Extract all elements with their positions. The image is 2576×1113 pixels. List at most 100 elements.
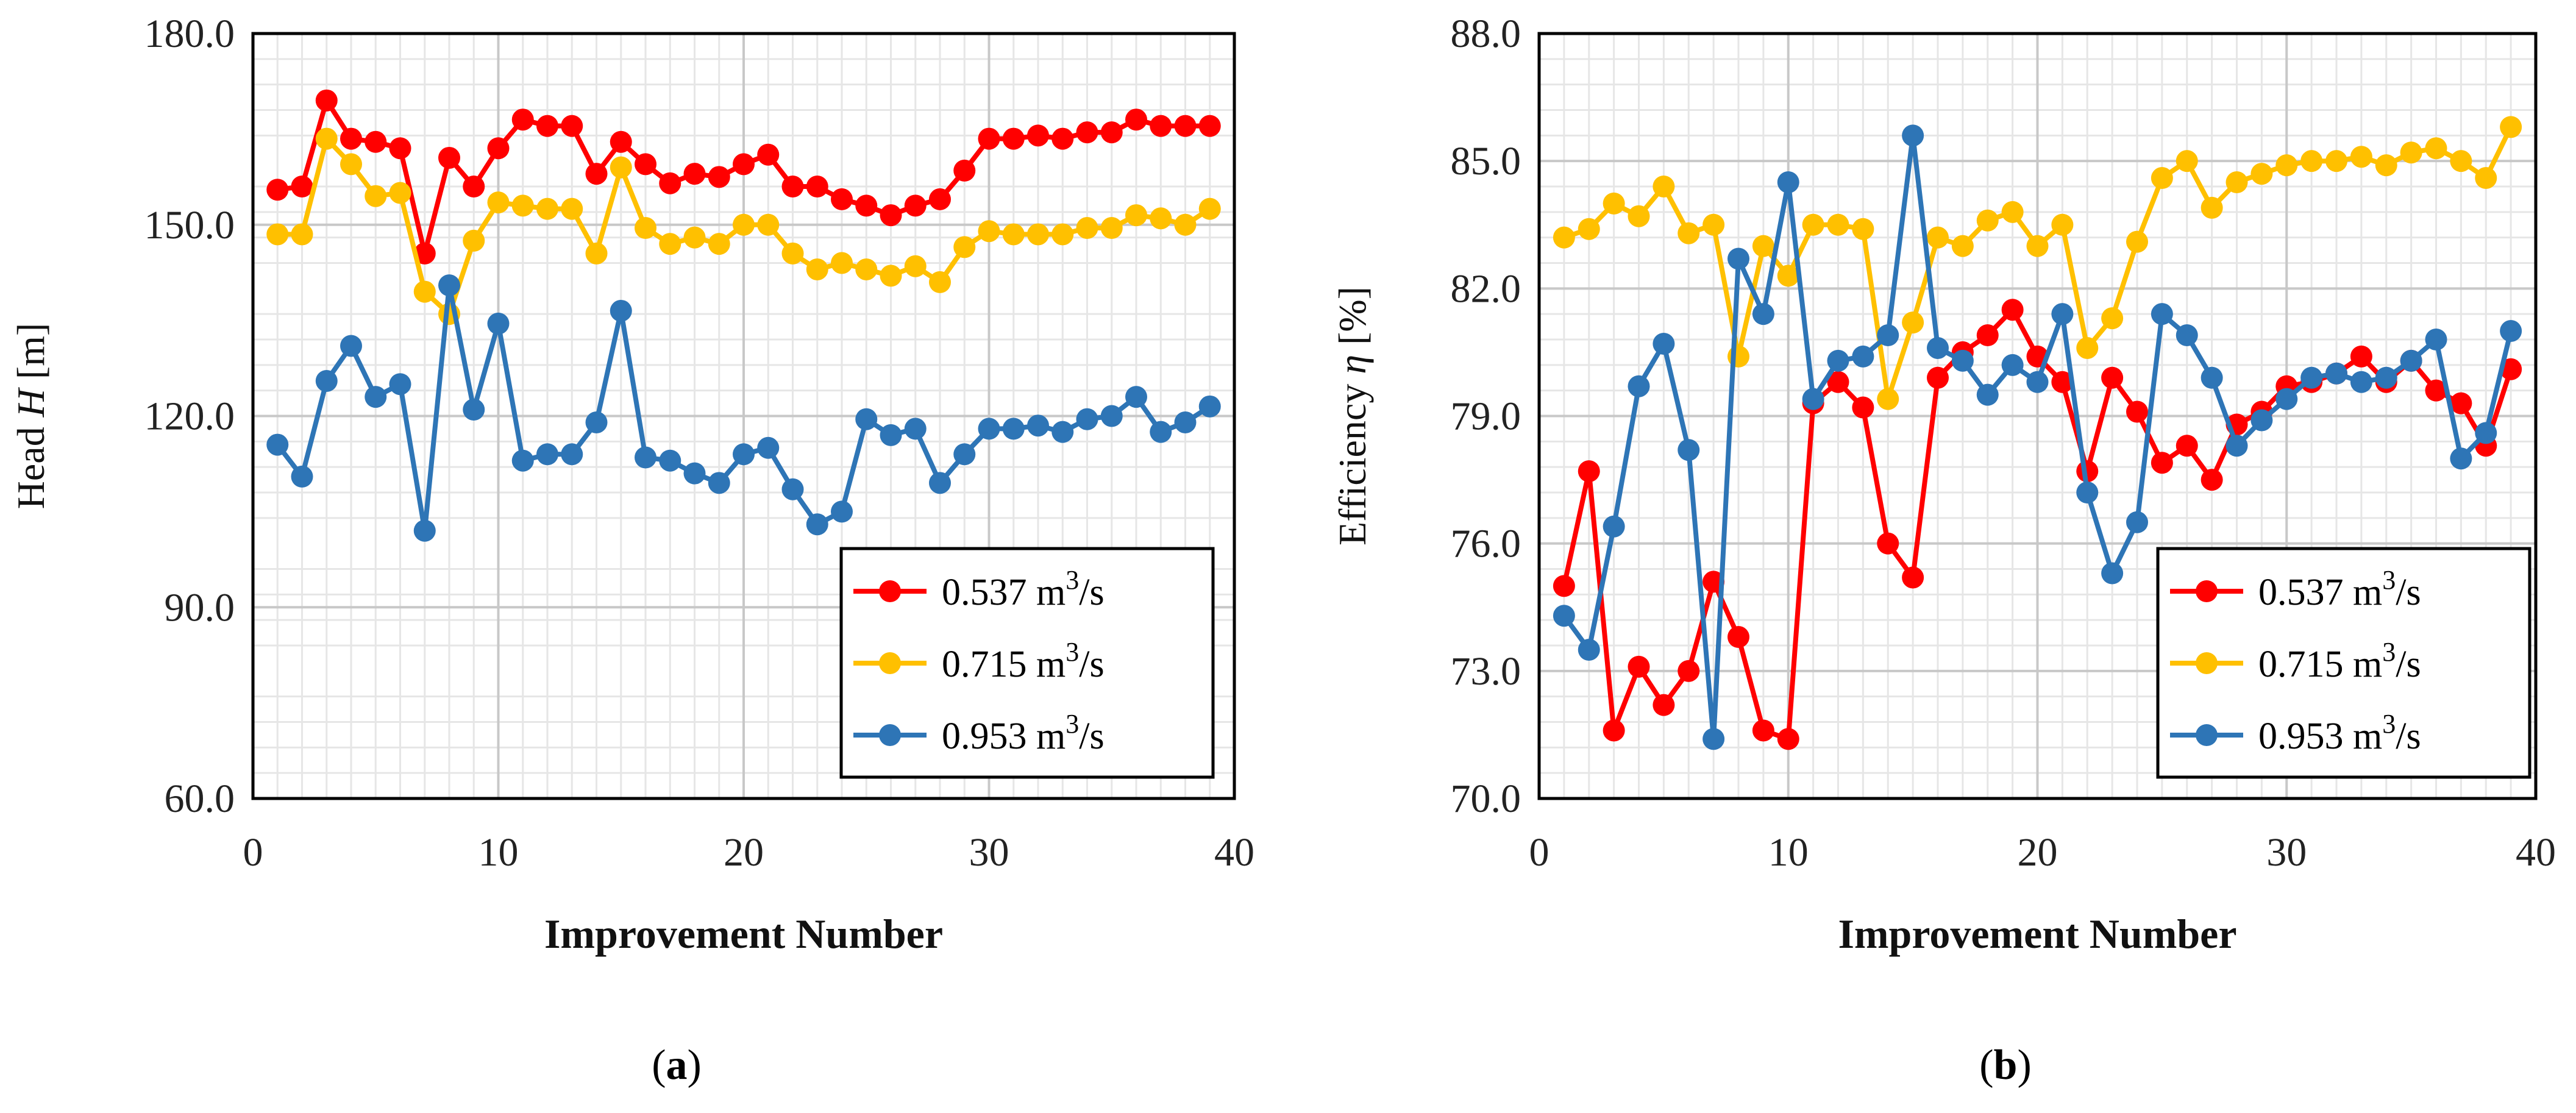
data-point — [291, 465, 313, 488]
y-tick-label: 76.0 — [1451, 522, 1521, 566]
data-point — [2400, 349, 2422, 372]
data-point — [2101, 366, 2124, 389]
data-point — [1703, 213, 1725, 236]
data-point — [2325, 362, 2347, 385]
chart-panel-a: 0 10 20 30 40 60.0 90.0 120.0 150.0 180.0 Improvem… — [9, 12, 1254, 1089]
data-point — [683, 163, 706, 185]
data-point — [635, 446, 656, 469]
data-point — [1553, 605, 1575, 627]
data-point — [880, 204, 902, 227]
data-point — [1603, 719, 1625, 742]
data-point — [953, 236, 976, 258]
data-point — [610, 156, 632, 179]
data-point — [659, 233, 681, 255]
data-point — [1174, 115, 1197, 137]
data-point — [266, 179, 289, 201]
x-tick-label: 0 — [1529, 830, 1550, 875]
data-point — [266, 433, 289, 456]
data-point — [2151, 303, 2173, 325]
data-point — [806, 513, 828, 536]
data-point — [561, 115, 583, 137]
data-point — [1198, 395, 1221, 418]
x-tick-label: 0 — [243, 830, 263, 875]
data-point — [781, 176, 804, 197]
data-point — [1976, 324, 1999, 347]
data-point — [1076, 408, 1098, 430]
data-point — [2375, 366, 2397, 389]
x-axis-title: Improvement Number — [1838, 911, 2236, 957]
data-point — [1827, 349, 1849, 372]
data-point — [2350, 146, 2372, 168]
data-point — [1150, 115, 1172, 137]
data-point — [781, 478, 804, 500]
data-point — [511, 449, 534, 472]
data-point — [806, 176, 828, 197]
data-point — [438, 274, 460, 297]
legend-label: 0.715 m3/s — [942, 637, 1105, 685]
data-point — [2475, 422, 2497, 444]
data-point — [1852, 345, 1874, 368]
y-tick-label: 90.0 — [165, 585, 235, 630]
data-point — [1100, 121, 1123, 144]
data-point — [2375, 154, 2397, 177]
data-point — [511, 194, 534, 217]
y-tick-label: 180.0 — [144, 12, 235, 56]
data-point — [1678, 222, 1700, 244]
data-point — [1653, 694, 1675, 716]
data-point — [511, 108, 534, 131]
data-point — [389, 137, 411, 160]
x-tick-label: 30 — [2266, 830, 2307, 875]
data-point — [1752, 235, 1774, 257]
plot-frame — [1537, 32, 2538, 800]
data-point — [1578, 218, 1600, 240]
data-point — [1653, 332, 1675, 355]
legend-label: 0.953 m3/s — [942, 709, 1105, 757]
data-point — [978, 127, 1000, 150]
data-point — [1198, 197, 1221, 220]
data-point — [2400, 141, 2422, 164]
data-point — [2425, 137, 2447, 160]
y-tick-label: 79.0 — [1451, 394, 1521, 439]
data-point — [904, 255, 927, 277]
data-point — [1653, 176, 1675, 197]
data-point — [2151, 452, 2173, 474]
data-point — [1002, 127, 1025, 150]
data-point — [1125, 386, 1147, 408]
series-1 — [266, 127, 1221, 325]
data-point — [855, 258, 878, 280]
data-point — [978, 220, 1000, 243]
legend: 0.537 m3/s 0.715 m3/s 0.953 m3/s — [2156, 547, 2532, 779]
data-point — [806, 258, 828, 280]
data-point — [1852, 218, 1874, 240]
data-point — [855, 408, 878, 430]
legend: 0.537 m3/s 0.715 m3/s 0.953 m3/s — [839, 547, 1215, 779]
data-point — [1603, 192, 1625, 215]
x-tick-label: 10 — [479, 830, 519, 875]
y-tick-label: 120.0 — [144, 394, 235, 439]
data-point — [2076, 336, 2099, 359]
data-point — [978, 418, 1000, 440]
x-tick-label: 40 — [2516, 830, 2556, 875]
data-point — [463, 399, 485, 421]
panel-caption: (a) — [652, 1042, 702, 1089]
data-point — [2226, 435, 2248, 457]
data-point — [683, 462, 706, 485]
data-point — [487, 312, 510, 335]
data-point — [2350, 345, 2372, 368]
data-point — [2325, 150, 2347, 172]
data-point — [2176, 150, 2198, 172]
data-point — [2176, 435, 2198, 457]
data-point — [2051, 303, 2074, 325]
data-point — [2001, 201, 2024, 223]
x-tick-label: 10 — [1768, 830, 1809, 875]
data-point — [561, 197, 583, 220]
series-2 — [1553, 124, 2522, 750]
data-point — [413, 280, 436, 303]
data-point — [2250, 409, 2273, 432]
data-point — [1877, 324, 1899, 347]
plot-frame — [251, 32, 1236, 800]
data-point — [855, 194, 878, 217]
data-point — [1027, 124, 1049, 147]
data-point — [733, 153, 755, 176]
